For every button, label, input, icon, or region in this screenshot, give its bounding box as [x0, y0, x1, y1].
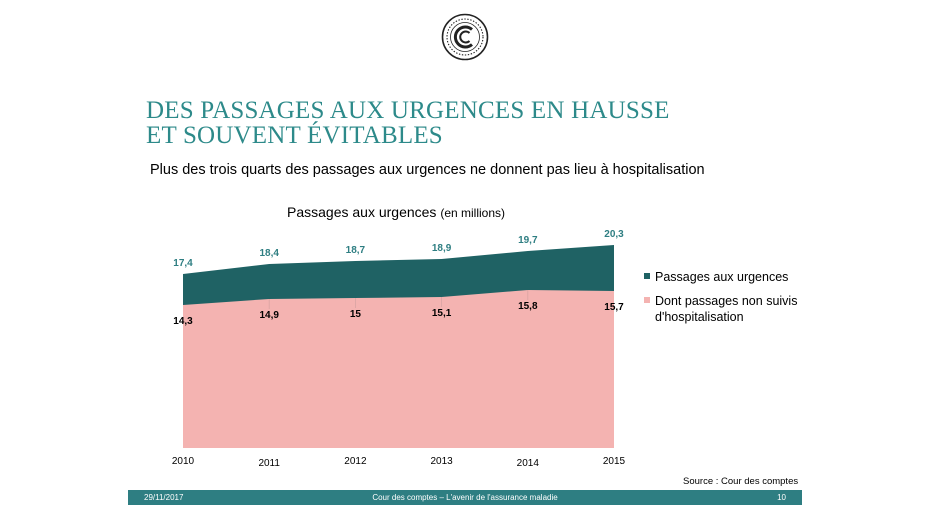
area-non-hospitalises: [183, 290, 614, 448]
data-label-total-2010: 17,4: [173, 258, 193, 269]
footer-date: 29/11/2017: [144, 493, 184, 502]
data-label-non-hospitalises-2014: 15,8: [518, 301, 538, 312]
data-label-total-2012: 18,7: [346, 245, 366, 256]
data-label-total-2013: 18,9: [432, 243, 452, 254]
data-label-non-hospitalises-2011: 14,9: [259, 310, 279, 321]
x-tick-label-2014: 2014: [517, 458, 540, 469]
data-label-total-2015: 20,3: [604, 229, 624, 240]
chart-title-unit: (en millions): [440, 206, 506, 220]
legend-swatch-non-hospitalises: [644, 297, 650, 303]
x-tick-label-2010: 2010: [172, 456, 195, 467]
data-label-non-hospitalises-2015: 15,7: [604, 302, 624, 313]
footer-caption: Cour des comptes – L'avenir de l'assuran…: [372, 493, 558, 502]
title-line-2: ET SOUVENT ÉVITABLES: [146, 122, 443, 149]
data-label-non-hospitalises-2013: 15,1: [432, 308, 452, 319]
data-label-total-2011: 18,4: [259, 248, 279, 259]
data-label-non-hospitalises-2012: 15: [350, 309, 362, 320]
page-number: 10: [777, 493, 786, 502]
legend-label-passages: Passages aux urgences: [655, 270, 789, 284]
footer-bar: 29/11/2017 Cour des comptes – L'avenir d…: [128, 490, 802, 505]
legend-item-non-hospitalises: Dont passages non suivis d'hospitalisati…: [644, 293, 805, 325]
source-note: Source : Cour des comptes: [683, 476, 799, 487]
page-title: DES PASSAGES AUX URGENCES EN HAUSSE ET S…: [146, 98, 670, 148]
data-label-non-hospitalises-2010: 14,3: [173, 316, 193, 327]
chart-title: Passages aux urgences (en millions): [287, 204, 505, 220]
legend-swatch-passages: [644, 273, 650, 279]
legend-label-non-hospitalises: Dont passages non suivis d'hospitalisati…: [655, 294, 798, 324]
chart-legend: Passages aux urgences Dont passages non …: [644, 269, 805, 333]
cour-des-comptes-logo: [441, 13, 489, 61]
title-line-1: DES PASSAGES AUX URGENCES EN HAUSSE: [146, 97, 670, 124]
x-tick-label-2013: 2013: [430, 456, 453, 467]
x-tick-label-2015: 2015: [603, 456, 626, 467]
x-tick-label-2011: 2011: [258, 458, 280, 469]
chart-title-text: Passages aux urgences: [287, 204, 437, 220]
legend-item-passages: Passages aux urgences: [644, 269, 805, 285]
x-tick-label-2012: 2012: [344, 456, 367, 467]
subtitle: Plus des trois quarts des passages aux u…: [150, 162, 705, 178]
data-label-total-2014: 19,7: [518, 235, 538, 246]
